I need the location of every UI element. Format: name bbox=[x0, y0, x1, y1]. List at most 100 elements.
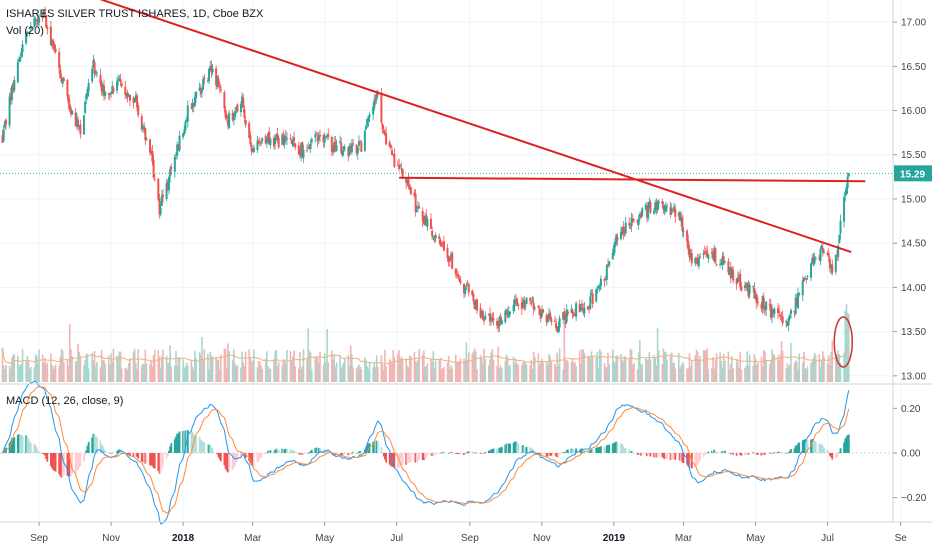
macd-histogram-bar bbox=[132, 453, 135, 458]
time-tick-label: Jul bbox=[390, 533, 403, 544]
candle-body bbox=[474, 301, 477, 309]
volume-bar bbox=[250, 361, 253, 382]
candle-body bbox=[806, 276, 809, 278]
volume-bar bbox=[79, 356, 82, 382]
macd-histogram-bar bbox=[177, 433, 180, 453]
volume-bar bbox=[220, 354, 222, 382]
candle-body bbox=[706, 250, 709, 257]
volume-bar bbox=[11, 357, 13, 382]
price-tick-label: 13.50 bbox=[901, 327, 926, 338]
volume-bar bbox=[183, 368, 186, 382]
volume-bar bbox=[661, 364, 664, 382]
candle-body bbox=[333, 142, 336, 152]
macd-histogram-bar bbox=[655, 453, 658, 458]
macd-histogram-bar bbox=[309, 451, 312, 453]
volume-bar bbox=[433, 368, 436, 382]
volume-bar bbox=[606, 367, 608, 382]
volume-bar bbox=[565, 360, 568, 382]
volume-bar bbox=[377, 366, 379, 382]
volume-bar bbox=[38, 349, 40, 382]
volume-bar bbox=[256, 367, 259, 382]
candle-body bbox=[673, 206, 676, 210]
macd-histogram-bar bbox=[595, 447, 598, 453]
candle-body bbox=[2, 130, 5, 141]
volume-bar bbox=[12, 354, 14, 382]
candle-body bbox=[115, 81, 118, 91]
volume-bar bbox=[103, 359, 105, 382]
macd-histogram-bar bbox=[614, 442, 616, 453]
volume-bar bbox=[564, 359, 567, 382]
volume-bar bbox=[508, 366, 510, 382]
macd-histogram-bar bbox=[284, 448, 287, 453]
time-tick-label: May bbox=[746, 533, 765, 544]
macd-histogram-bar bbox=[447, 453, 450, 454]
volume-bar bbox=[608, 364, 610, 382]
macd-histogram-bar bbox=[201, 441, 203, 453]
candle-body bbox=[86, 88, 89, 97]
candle-body bbox=[173, 157, 176, 172]
macd-histogram-bar bbox=[696, 453, 699, 465]
macd-histogram-bar bbox=[159, 453, 162, 473]
volume-bar bbox=[194, 351, 196, 382]
macd-histogram-bar bbox=[654, 453, 657, 457]
volume-bar bbox=[17, 355, 19, 382]
volume-legend[interactable]: Vol (20) bbox=[6, 25, 44, 37]
volume-bar bbox=[274, 350, 276, 382]
macd-histogram-bar bbox=[801, 440, 804, 453]
candle-body bbox=[599, 278, 602, 286]
volume-bar bbox=[326, 328, 328, 382]
volume-bar bbox=[77, 344, 79, 382]
candle-body bbox=[93, 61, 96, 74]
macd-histogram-bar bbox=[307, 452, 310, 454]
volume-bar bbox=[59, 356, 62, 382]
macd-histogram-bar bbox=[198, 437, 201, 453]
volume-bar bbox=[355, 368, 358, 382]
candle-body bbox=[190, 107, 193, 109]
candle-body bbox=[631, 218, 634, 221]
volume-bar bbox=[211, 356, 214, 382]
macd-histogram-bar bbox=[785, 452, 788, 454]
macd-histogram-bar bbox=[96, 437, 98, 453]
candle-body bbox=[439, 239, 442, 246]
macd-histogram-bar bbox=[728, 452, 731, 454]
candle-body bbox=[603, 279, 606, 282]
candle-body bbox=[34, 19, 37, 21]
candle-body bbox=[202, 79, 205, 90]
volume-bar bbox=[563, 322, 566, 382]
volume-bar bbox=[504, 360, 507, 382]
candle-body bbox=[446, 248, 449, 259]
volume-bar bbox=[276, 366, 279, 382]
volume-bar bbox=[744, 367, 746, 382]
volume-bar bbox=[838, 354, 841, 382]
volume-bar bbox=[185, 362, 188, 382]
macd-legend[interactable]: MACD (12, 26, close, 9) bbox=[6, 395, 124, 407]
candle-body bbox=[157, 178, 160, 200]
candle-body bbox=[216, 76, 219, 88]
candle-body bbox=[347, 147, 350, 156]
macd-histogram-bar bbox=[702, 453, 705, 458]
volume-bar bbox=[637, 352, 640, 382]
volume-bar bbox=[781, 351, 784, 382]
candle-body bbox=[150, 152, 153, 154]
candle-body bbox=[215, 68, 218, 86]
macd-histogram-bar bbox=[382, 453, 385, 457]
volume-bar bbox=[339, 355, 341, 382]
candle-body bbox=[211, 68, 214, 73]
macd-histogram-bar bbox=[846, 434, 849, 453]
macd-histogram-bar bbox=[500, 446, 503, 453]
symbol-legend[interactable]: ISHARES SILVER TRUST ISHARES, 1D, Cboe B… bbox=[6, 8, 264, 20]
candle-body bbox=[571, 310, 574, 314]
candle-body bbox=[681, 217, 684, 232]
volume-bar bbox=[249, 357, 252, 382]
macd-histogram-bar bbox=[465, 452, 468, 454]
macd-histogram-bar bbox=[624, 448, 627, 453]
volume-bar bbox=[581, 349, 583, 382]
macd-histogram-bar bbox=[539, 453, 542, 456]
candle-body bbox=[611, 252, 614, 260]
volume-bar bbox=[308, 350, 311, 382]
macd-histogram-bar bbox=[384, 453, 386, 460]
macd-histogram-bar bbox=[512, 442, 515, 453]
macd-histogram-bar bbox=[760, 453, 763, 456]
volume-bar bbox=[152, 355, 155, 382]
